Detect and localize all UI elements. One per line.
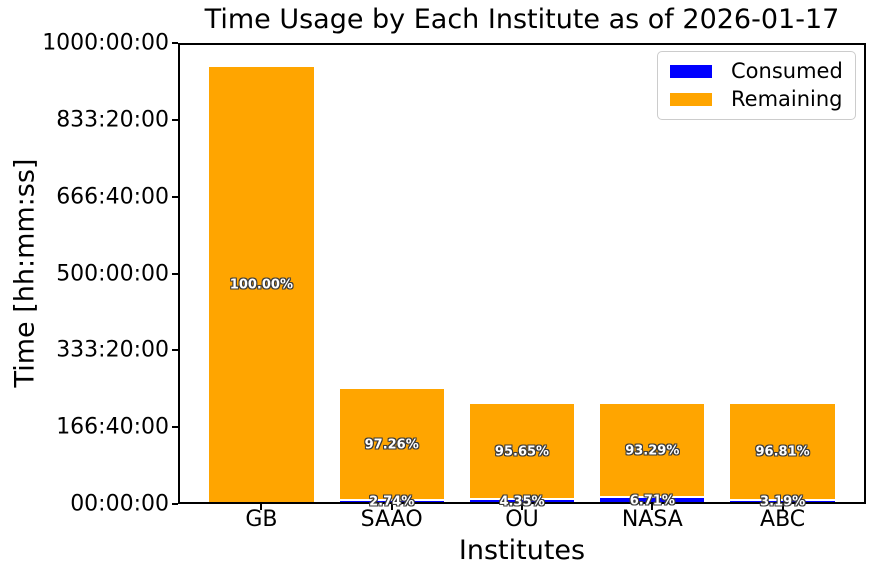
x-tick-mark <box>260 504 263 510</box>
consumed-percent-label: 3.19% <box>760 494 806 510</box>
y-axis-label: Time [hh:mm:ss] <box>9 158 41 388</box>
bar-segment-remaining-GB <box>209 66 314 504</box>
bar-segment-consumed-OU <box>469 499 575 504</box>
consumed-color-swatch <box>670 65 712 78</box>
legend-label-consumed: Consumed <box>731 59 843 83</box>
x-tick-mark <box>521 504 523 510</box>
bar-segment-divider <box>469 498 575 501</box>
x-tick-label: NASA <box>621 507 683 532</box>
y-tick-mark <box>172 349 178 352</box>
y-tick-label: 833:20:00 <box>56 107 169 133</box>
y-tick-label: 1000:00:00 <box>42 30 169 56</box>
y-tick-label: 666:40:00 <box>56 184 169 210</box>
bar-segment-remaining-SAAO <box>339 388 444 501</box>
remaining-percent-label: 97.26% <box>364 437 419 453</box>
bar-segment-divider <box>339 499 444 502</box>
remaining-percent-label: 96.81% <box>755 444 810 460</box>
consumed-percent-label: 2.74% <box>369 494 415 510</box>
x-tick-label: OU <box>505 507 539 532</box>
remaining-percent-label: 95.65% <box>494 444 550 460</box>
x-tick-label: GB <box>245 507 278 532</box>
legend-label-remaining: Remaining <box>731 87 843 111</box>
x-tick-label: ABC <box>760 507 806 532</box>
legend-item-consumed: Consumed <box>670 59 843 84</box>
bar-segment-divider <box>600 495 705 498</box>
consumed-percent-label: 4.35% <box>499 494 545 510</box>
y-tick-mark <box>172 118 178 121</box>
y-tick-label: 333:20:00 <box>56 337 169 363</box>
remaining-color-swatch <box>670 93 712 106</box>
remaining-percent-label: 93.29% <box>625 443 680 459</box>
bar-segment-consumed-NASA <box>600 497 705 504</box>
x-axis-label: Institutes <box>458 535 586 566</box>
y-tick-mark <box>172 426 178 429</box>
legend-item-remaining: Remaining <box>670 87 843 112</box>
bar-segment-remaining-NASA <box>600 404 705 498</box>
y-tick-mark <box>172 42 178 44</box>
bar-segment-remaining-OU <box>469 404 575 500</box>
y-tick-mark <box>172 195 178 198</box>
bar-segment-remaining-ABC <box>730 404 835 501</box>
chart-title: Time Usage by Each Institute as of 2026-… <box>204 4 840 35</box>
y-tick-label: 166:40:00 <box>56 414 169 440</box>
consumed-percent-label: 6.71% <box>629 493 675 509</box>
bar-segment-divider <box>730 499 835 502</box>
x-tick-mark <box>390 504 393 510</box>
legend: Consumed Remaining <box>657 51 856 120</box>
y-tick-mark <box>172 272 178 275</box>
x-tick-mark <box>781 504 784 510</box>
y-tick-mark <box>172 503 178 505</box>
y-tick-label: 00:00:00 <box>70 491 169 517</box>
y-tick-label: 500:00:00 <box>56 261 169 286</box>
x-tick-label: SAAO <box>360 507 423 532</box>
x-tick-mark <box>651 504 654 510</box>
remaining-percent-label: 100.00% <box>229 277 293 293</box>
